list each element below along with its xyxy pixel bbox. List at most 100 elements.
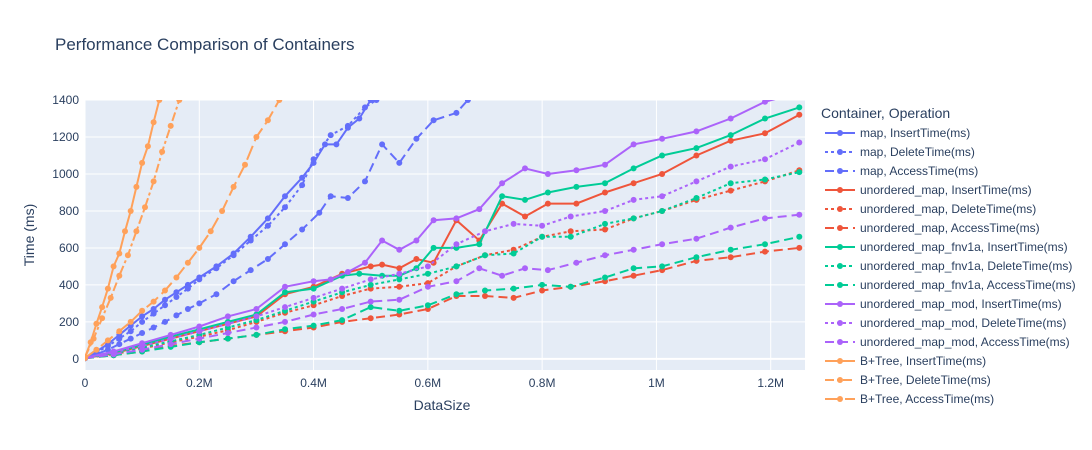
data-point — [213, 291, 220, 298]
data-point — [162, 302, 168, 309]
data-point — [659, 241, 666, 248]
legend-swatch-marker — [837, 206, 843, 212]
data-point — [630, 215, 637, 222]
legend-item[interactable]: B+Tree, DeleteTime(ms) — [825, 373, 991, 387]
legend-item[interactable]: unordered_map, AccessTime(ms) — [825, 221, 1040, 235]
x-tick-label: 0.6M — [415, 376, 442, 390]
data-point — [796, 211, 803, 218]
data-point — [162, 318, 168, 325]
data-point — [282, 241, 288, 248]
data-point — [310, 294, 317, 301]
data-point — [522, 196, 528, 203]
legend-label: unordered_map_fnv1a, InsertTime(ms) — [860, 240, 1068, 254]
data-point — [139, 159, 146, 166]
legend-item[interactable]: map, AccessTime(ms) — [825, 164, 978, 178]
legend-item[interactable]: unordered_map_mod, DeleteTime(ms) — [825, 316, 1066, 330]
legend-item[interactable]: unordered_map_fnv1a, AccessTime(ms) — [825, 278, 1076, 292]
data-point — [522, 165, 528, 172]
data-point — [219, 208, 226, 214]
legend-swatch-marker — [837, 377, 843, 383]
legend-item[interactable]: map, DeleteTime(ms) — [825, 145, 975, 159]
data-point — [139, 346, 146, 353]
data-point — [630, 196, 637, 203]
legend-item[interactable]: unordered_map, InsertTime(ms) — [825, 183, 1032, 197]
data-point — [99, 304, 106, 311]
data-point — [224, 335, 231, 342]
data-point — [356, 115, 363, 122]
data-point — [476, 241, 483, 248]
legend-label: B+Tree, AccessTime(ms) — [860, 392, 994, 406]
data-point — [127, 328, 134, 335]
data-point — [727, 132, 734, 139]
data-point — [762, 115, 768, 122]
legend-item[interactable]: unordered_map_mod, AccessTime(ms) — [825, 335, 1070, 349]
data-point — [327, 276, 334, 283]
data-point — [630, 265, 637, 272]
data-point — [196, 323, 203, 330]
y-tick-label: 400 — [59, 278, 79, 292]
legend-label: map, InsertTime(ms) — [860, 126, 970, 140]
data-point — [762, 130, 768, 137]
legend-swatch-marker — [837, 301, 843, 307]
chart-title: Performance Comparison of Containers — [55, 35, 355, 54]
data-point — [464, 100, 471, 103]
data-point — [150, 298, 157, 305]
legend-label: B+Tree, DeleteTime(ms) — [860, 373, 991, 387]
data-point — [567, 233, 574, 240]
legend-item[interactable]: B+Tree, InsertTime(ms) — [825, 354, 986, 368]
x-tick-label: 0 — [82, 376, 89, 390]
data-point — [510, 285, 517, 292]
data-point — [196, 300, 203, 307]
y-tick-label: 1000 — [52, 167, 79, 181]
data-point — [476, 206, 483, 213]
data-point — [122, 228, 128, 235]
legend-item[interactable]: unordered_map_fnv1a, InsertTime(ms) — [825, 240, 1068, 254]
data-point — [693, 178, 700, 185]
data-point — [310, 322, 317, 329]
data-point — [367, 304, 374, 311]
data-point — [230, 278, 237, 285]
data-point — [413, 135, 420, 142]
data-point — [453, 241, 460, 248]
legend-label: unordered_map, DeleteTime(ms) — [860, 202, 1036, 216]
data-point — [430, 244, 437, 251]
data-point — [396, 159, 403, 166]
data-point — [162, 296, 168, 303]
data-point — [196, 276, 203, 283]
series-12 — [85, 100, 163, 361]
data-point — [453, 263, 460, 270]
x-tick-label: 1M — [648, 376, 665, 390]
data-point — [544, 171, 551, 177]
legend-item[interactable]: unordered_map, DeleteTime(ms) — [825, 202, 1036, 216]
data-point — [173, 294, 180, 300]
y-tick-label: 0 — [72, 352, 79, 366]
legend-item[interactable]: map, InsertTime(ms) — [825, 126, 970, 140]
data-point — [127, 208, 134, 214]
data-point — [693, 254, 700, 261]
data-point — [573, 259, 580, 266]
data-point — [282, 318, 288, 325]
data-point — [139, 313, 146, 320]
legend-swatch-marker — [837, 187, 843, 193]
data-point — [567, 283, 574, 290]
data-point — [167, 341, 174, 348]
x-axis-title: DataSize — [414, 397, 471, 413]
data-point — [344, 195, 351, 201]
legend-item[interactable]: unordered_map_fnv1a, DeleteTime(ms) — [825, 259, 1072, 273]
data-point — [150, 306, 157, 312]
data-point — [144, 143, 151, 150]
series-line — [85, 213, 800, 360]
data-point — [630, 272, 637, 279]
data-point — [310, 285, 317, 292]
legend-item[interactable]: unordered_map_mod, InsertTime(ms) — [825, 297, 1062, 311]
data-point — [310, 278, 317, 285]
data-point — [539, 281, 546, 288]
data-point — [116, 341, 123, 348]
plot-area — [85, 100, 805, 370]
y-tick-label: 1400 — [52, 93, 79, 107]
data-point — [184, 259, 191, 266]
data-point — [762, 241, 768, 248]
series-11 — [85, 211, 803, 362]
legend-item[interactable]: B+Tree, AccessTime(ms) — [825, 392, 994, 406]
data-point — [150, 310, 157, 317]
